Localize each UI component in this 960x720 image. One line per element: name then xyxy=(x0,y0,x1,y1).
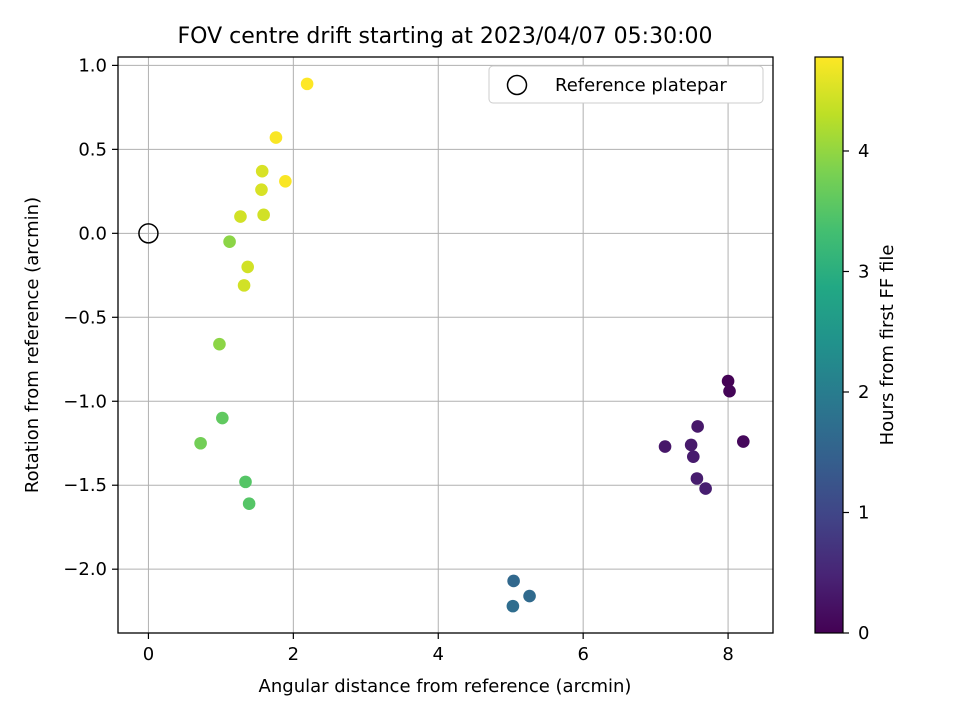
data-point xyxy=(721,374,735,388)
chart-title: FOV centre drift starting at 2023/04/07 … xyxy=(178,24,713,49)
data-point xyxy=(237,279,251,292)
colorbar-gradient xyxy=(814,56,844,634)
data-point xyxy=(257,208,270,222)
data-point xyxy=(239,475,252,489)
y-tick-label: −1.5 xyxy=(63,475,107,496)
y-tick-label: 1.0 xyxy=(78,55,107,76)
data-point xyxy=(506,599,520,613)
data-point xyxy=(658,440,672,453)
colorbar-label: Hours from first FF file xyxy=(877,245,898,446)
y-axis-ticks: 1.0 0.5 0.0 −0.5 −1.0 −1.5 −2.0 xyxy=(63,55,118,580)
colorbar-tick-label: 4 xyxy=(858,141,869,162)
legend-box xyxy=(488,65,764,104)
legend-label: Reference platepar xyxy=(555,75,727,96)
data-point xyxy=(241,260,254,274)
data-point xyxy=(736,435,750,448)
colorbar-tick-label: 2 xyxy=(858,382,869,403)
reference-platepar-marker xyxy=(138,223,159,244)
x-tick-label: 8 xyxy=(722,644,733,665)
x-tick-label: 0 xyxy=(143,644,154,665)
data-point xyxy=(269,131,283,144)
data-point xyxy=(194,436,207,450)
data-point xyxy=(723,384,736,398)
data-point xyxy=(523,589,536,603)
reference-marker-layer xyxy=(138,223,159,244)
colorbar: 0 1 2 3 4 Hours from first FF file xyxy=(814,56,898,644)
plot-frame xyxy=(117,56,774,634)
data-point xyxy=(300,77,314,91)
colorbar-tick-label: 3 xyxy=(858,261,869,282)
x-axis-ticks: 0 2 4 6 8 xyxy=(143,633,734,665)
y-tick-label: −1.0 xyxy=(63,391,107,412)
grid-lines xyxy=(118,57,773,633)
data-point xyxy=(255,183,268,196)
data-point xyxy=(690,472,704,485)
y-axis-label: Rotation from reference (arcmin) xyxy=(22,197,43,493)
colorbar-tick-label: 1 xyxy=(858,502,869,523)
y-tick-label: −0.5 xyxy=(63,307,107,328)
y-tick-label: 0.5 xyxy=(78,139,107,160)
x-tick-label: 4 xyxy=(433,644,444,665)
data-point xyxy=(699,482,712,495)
x-tick-label: 2 xyxy=(288,644,299,665)
data-point xyxy=(242,497,256,510)
colorbar-tick-label: 0 xyxy=(858,623,869,644)
legend: Reference platepar xyxy=(488,65,764,104)
data-point xyxy=(684,438,698,452)
data-point xyxy=(507,574,520,588)
y-tick-label: 0.0 xyxy=(78,223,107,244)
data-points xyxy=(194,77,750,613)
x-tick-label: 6 xyxy=(577,644,588,665)
data-point xyxy=(691,420,704,433)
data-point xyxy=(234,210,247,223)
data-point xyxy=(223,235,236,249)
data-point xyxy=(279,174,292,188)
data-point xyxy=(213,337,226,351)
data-point xyxy=(686,450,700,463)
data-point xyxy=(255,164,269,178)
colorbar-ticks: 0 1 2 3 4 xyxy=(843,141,869,644)
y-tick-label: −2.0 xyxy=(63,559,107,580)
legend-marker-open-circle xyxy=(506,74,528,96)
data-point xyxy=(216,411,229,425)
x-axis-label: Angular distance from reference (arcmin) xyxy=(259,676,632,697)
